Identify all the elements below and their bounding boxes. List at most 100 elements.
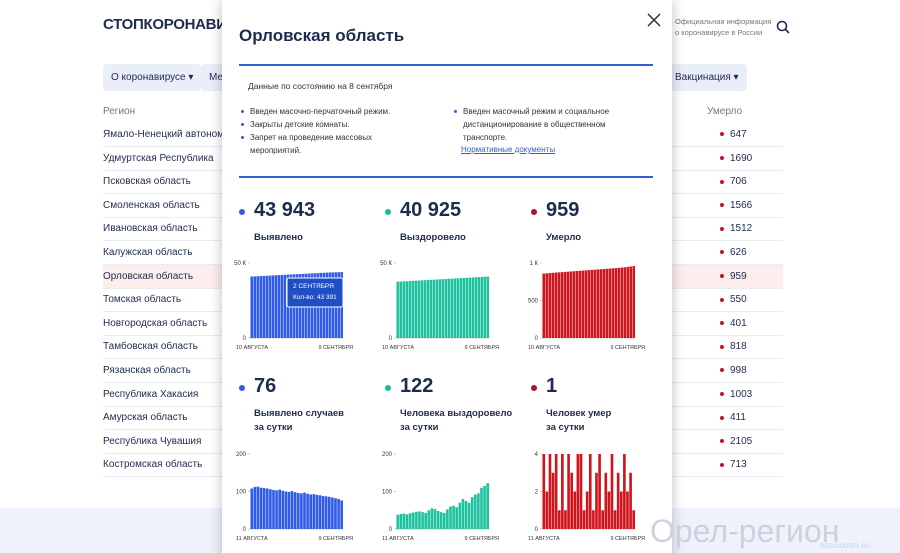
- bar: [598, 454, 601, 529]
- bar: [287, 491, 291, 529]
- bar: [417, 280, 420, 338]
- deaths: 1512: [720, 217, 752, 240]
- label-line: Человек умер: [546, 408, 612, 419]
- bar: [423, 280, 426, 338]
- stat-dot: [385, 209, 391, 215]
- bar: [557, 510, 561, 529]
- bar: [477, 493, 480, 529]
- stat-label: Умерло: [546, 231, 581, 245]
- y-tick-label: 500: [528, 299, 539, 305]
- bar: [309, 494, 312, 529]
- x-tick-label: 9 СЕНТЯБРЯ: [464, 345, 499, 351]
- bar: [601, 510, 604, 529]
- bullet: Введен масочно-перчаточный режим.: [240, 105, 420, 118]
- x-tick-label: 11 АВГУСТА: [382, 536, 414, 542]
- tooltip: [286, 277, 344, 308]
- bar: [545, 273, 548, 338]
- bar: [578, 270, 581, 338]
- deaths: 626: [720, 241, 747, 264]
- bar: [470, 497, 474, 529]
- bar: [595, 472, 598, 529]
- header-info: Официальная информация о коронавирусе в Р…: [675, 16, 771, 38]
- bar: [411, 512, 415, 529]
- bar: [414, 280, 417, 338]
- bar: [473, 494, 477, 529]
- mini-chart: 0 50 К 10 АВГУСТА 9 СЕНТЯБРЯ 2 СЕНТЯБРЯ Кол-в…: [234, 261, 353, 351]
- link[interactable]: Нормативные документы: [461, 145, 556, 154]
- bar: [596, 269, 599, 338]
- y-tick-label: 100: [382, 490, 393, 496]
- y-tick-label: 2: [535, 490, 539, 496]
- y-tick-label: 0: [535, 527, 539, 533]
- bar: [418, 511, 421, 529]
- bar: [262, 488, 266, 529]
- bar: [334, 498, 337, 529]
- stat-value: 122: [400, 375, 434, 397]
- bar: [268, 275, 271, 338]
- deaths: 818: [720, 335, 747, 358]
- bar: [605, 268, 608, 338]
- y-tick-label: 0: [389, 336, 393, 342]
- region: Тамбовская область: [103, 341, 198, 353]
- bar: [474, 277, 477, 338]
- bar: [327, 496, 331, 529]
- bar: [548, 273, 551, 338]
- y-tick-label: 1 К: [530, 261, 539, 267]
- bar: [471, 277, 474, 338]
- region: Удмуртская Республика: [103, 152, 214, 164]
- modal-title: Орловская область: [239, 26, 405, 45]
- nav-item[interactable]: О коронавирусе ▾: [103, 64, 202, 91]
- deaths: 2105: [720, 430, 752, 453]
- bar: [607, 491, 611, 529]
- y-tick-label: 100: [236, 490, 247, 496]
- bar: [619, 491, 623, 529]
- bar: [462, 277, 465, 338]
- bar: [542, 273, 545, 338]
- bar: [564, 510, 567, 529]
- bar: [590, 269, 593, 338]
- stat-label: Выявлено случаев за сутки: [254, 407, 344, 435]
- deaths: 1003: [720, 383, 752, 406]
- logo[interactable]: СТОПКОРОНАВИРУС: [103, 16, 256, 33]
- bar: [610, 454, 614, 529]
- close-button[interactable]: [647, 13, 661, 27]
- bar: [250, 488, 254, 529]
- bar: [452, 505, 455, 529]
- bar: [455, 507, 458, 529]
- y-tick-label: 200: [382, 452, 393, 458]
- stat-value: 43 943: [254, 199, 316, 221]
- column-header: Регион: [103, 106, 136, 117]
- region: Калужская область: [103, 247, 193, 258]
- bullets: Введен масочный режим и социальное диста…: [453, 105, 643, 144]
- label-line: за сутки: [400, 422, 439, 433]
- search-icon[interactable]: [776, 20, 790, 34]
- bar: [318, 495, 322, 529]
- bar: [599, 269, 602, 338]
- bar: [432, 279, 435, 338]
- region: Ивановская область: [103, 223, 198, 235]
- bar: [411, 280, 414, 338]
- bar: [272, 490, 275, 529]
- nav-label: О коронавирусе: [111, 72, 186, 83]
- bar: [629, 472, 632, 529]
- bar: [579, 454, 583, 529]
- bar: [402, 281, 405, 338]
- bar: [611, 268, 614, 338]
- bar: [554, 454, 558, 529]
- bar: [300, 493, 303, 529]
- bar: [438, 279, 441, 338]
- bar: [617, 267, 620, 338]
- bar: [614, 268, 617, 338]
- stat-value: 959: [546, 199, 580, 221]
- nav-item[interactable]: Вакцинация ▾: [667, 64, 747, 91]
- bar: [458, 502, 462, 529]
- bar: [551, 472, 555, 529]
- bar: [480, 487, 483, 529]
- bar: [573, 491, 577, 529]
- bar: [439, 512, 443, 529]
- bar: [575, 271, 578, 338]
- bar: [567, 454, 570, 529]
- bar: [283, 274, 286, 338]
- region: Новгородская область: [103, 317, 208, 329]
